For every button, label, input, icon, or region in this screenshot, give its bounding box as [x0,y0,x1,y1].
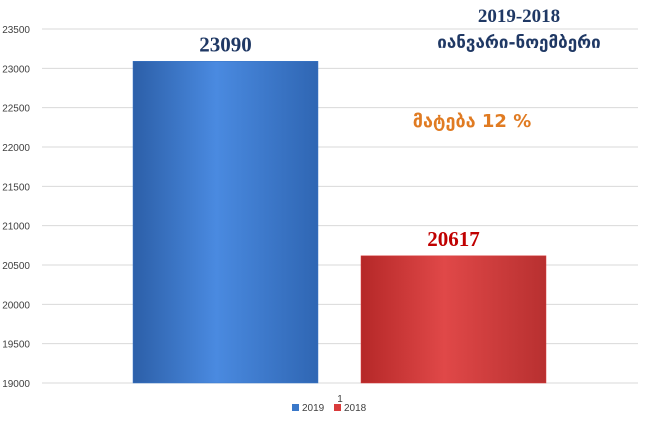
bars [132,61,547,384]
y-tick-label: 21500 [2,182,30,193]
legend-label-2019: 2019 [302,403,325,414]
chart-subtitle: იანვარი-ნოემბერი [437,33,600,53]
data-labels: 23090 20617 [199,32,480,251]
x-category-label: 1 [337,394,343,405]
bar-2019 [132,61,319,384]
y-tick-label: 20500 [2,261,30,272]
y-tick-label: 20000 [2,300,30,311]
growth-annotation: მატება 12 % [413,111,532,132]
y-tick-label: 22000 [2,143,30,154]
chart-title: 2019-2018 [478,6,560,27]
legend-swatch-2019 [292,404,299,411]
legend-swatch-2018 [334,404,341,411]
y-tick-label: 21000 [2,222,30,233]
bar-2018 [360,255,547,384]
y-tick-label: 23000 [2,64,30,75]
data-label-2018: 20617 [427,227,480,251]
y-axis: 19000 19500 20000 20500 21000 21500 22000 22500… [2,25,30,390]
y-tick-label: 19000 [2,379,30,390]
legend-label-2018: 2018 [344,403,367,414]
y-tick-label: 22500 [2,104,30,115]
y-tick-label: 23500 [2,25,30,36]
data-label-2019: 23090 [199,32,252,56]
legend: 2019 2018 [292,403,367,414]
y-tick-label: 19500 [2,340,30,351]
gridlines [42,28,638,384]
